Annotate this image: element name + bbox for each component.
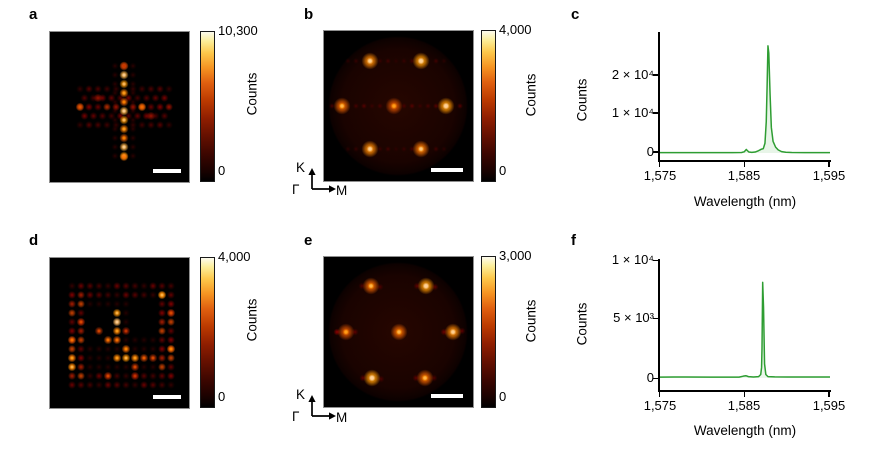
colorbar-a-max-label: 10,300	[218, 23, 258, 38]
panel-f-xtick-label: 1,575	[643, 398, 677, 413]
panel-e-image-frame	[323, 256, 474, 408]
panel-c-label: c	[571, 6, 580, 23]
panel-a-label: a	[29, 6, 38, 23]
panel-c-xtick-label: 1,595	[812, 168, 846, 183]
panel-c-ytick	[653, 112, 658, 114]
panel-c-xaxis-title: Wavelength (nm)	[693, 194, 797, 209]
panel-c-ytick-label: 2 × 10⁴	[611, 67, 654, 82]
panel-f-xaxis-title: Wavelength (nm)	[693, 423, 797, 438]
brillouin-axes-arrows	[308, 395, 336, 420]
panel-f-xtick	[658, 391, 660, 397]
panel-f-xtick	[828, 391, 830, 397]
colorbar-d	[200, 257, 215, 408]
panel-f-x-axis	[658, 390, 831, 392]
panel-c-xtick	[743, 161, 746, 167]
panel-a-image-frame	[49, 31, 190, 183]
brillouin-m-label: M	[336, 410, 348, 425]
panel-c-ytick	[653, 74, 658, 76]
brillouin-k-label: K	[296, 387, 306, 402]
panel-c-yaxis-title: Counts	[574, 78, 590, 122]
panel-c-ytick-label: 0	[646, 144, 654, 159]
panel-f-spectrum-plot	[659, 281, 830, 379]
panel-c-spectrum-plot	[659, 45, 830, 154]
panel-c-xtick-label: 1,585	[727, 168, 761, 183]
panel-b-label: b	[304, 6, 314, 23]
panel-f-ytick	[653, 259, 658, 261]
panel-d-image-frame	[49, 257, 190, 409]
panel-f-ytick-label: 5 × 10³	[613, 310, 654, 325]
colorbar-d-title: Counts	[244, 298, 260, 342]
panel-b-image-frame	[323, 30, 474, 182]
panel-f-y-axis	[658, 259, 660, 392]
panel-f-xtick-label: 1,585	[727, 398, 761, 413]
colorbar-e-min-label: 0	[499, 389, 507, 404]
colorbar-b	[481, 30, 496, 182]
panel-a-heatmap	[50, 32, 189, 182]
panel-f-xtick	[743, 391, 746, 397]
panel-c-xtick	[658, 161, 660, 167]
panel-e-label: e	[304, 232, 313, 249]
spectrum-line-c	[659, 45, 830, 154]
colorbar-e-max-label: 3,000	[499, 248, 532, 263]
brillouin-gamma-label: Γ	[292, 182, 300, 197]
panel-d-label: d	[29, 232, 39, 249]
spectrum-area-c	[659, 45, 830, 154]
brillouin-k-label: K	[296, 160, 306, 175]
panel-c-xtick	[828, 161, 830, 167]
panel-f-ytick-label: 0	[646, 370, 654, 385]
panel-c-xtick-label: 1,575	[643, 168, 677, 183]
panel-b-fourier-image	[324, 31, 473, 181]
brillouin-m-label: M	[336, 183, 348, 198]
panel-c-y-axis	[658, 32, 660, 162]
panel-f-label: f	[571, 232, 576, 249]
panel-f-ytick-label: 1 × 10⁴	[611, 252, 654, 267]
panel-c-ytick-label: 1 × 10⁴	[611, 105, 654, 120]
spectrum-line-f	[659, 281, 830, 378]
panel-c-x-axis	[658, 160, 831, 162]
colorbar-d-min-label: 0	[218, 389, 226, 404]
panel-f-ytick	[653, 317, 658, 319]
colorbar-d-max-label: 4,000	[218, 249, 251, 264]
panel-e-fourier-image	[324, 257, 473, 407]
panel-c-ytick	[653, 151, 658, 153]
colorbar-a-title: Counts	[244, 72, 260, 116]
spectrum-area-f	[659, 282, 830, 379]
colorbar-b-max-label: 4,000	[499, 22, 532, 37]
panel-d-heatmap	[50, 258, 189, 408]
brillouin-axes-arrows	[308, 168, 336, 193]
colorbar-e-title: Counts	[523, 299, 539, 343]
colorbar-e	[481, 256, 496, 408]
colorbar-a-min-label: 0	[218, 163, 226, 178]
panel-f-ytick	[653, 377, 658, 379]
brillouin-gamma-label: Γ	[292, 409, 300, 424]
colorbar-a	[200, 31, 215, 182]
panel-f-xtick-label: 1,595	[812, 398, 846, 413]
colorbar-b-min-label: 0	[499, 163, 507, 178]
colorbar-b-title: Counts	[523, 73, 539, 117]
panel-f-yaxis-title: Counts	[574, 302, 590, 346]
